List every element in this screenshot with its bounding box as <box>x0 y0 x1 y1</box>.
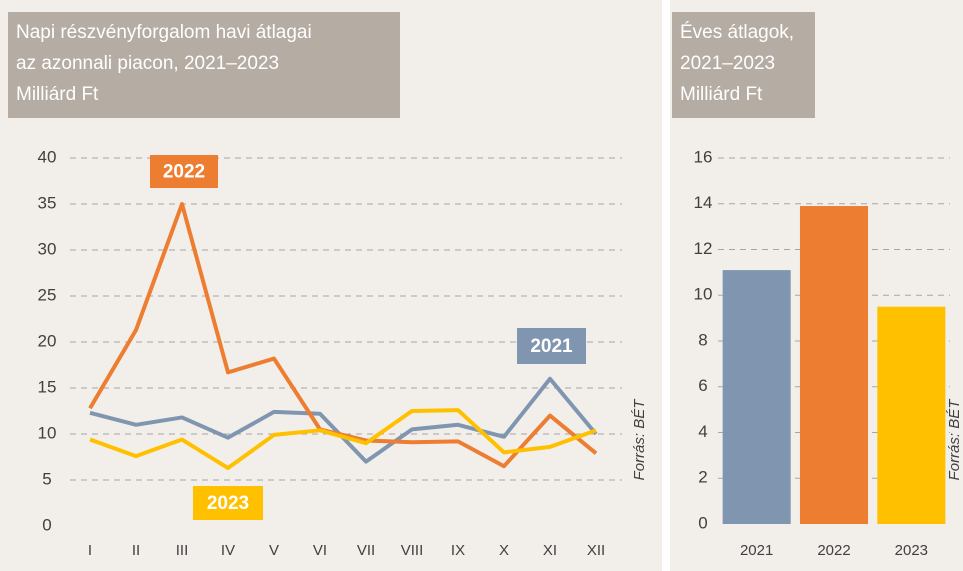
y-tick-label: 10 <box>694 285 713 304</box>
series-line <box>89 408 597 471</box>
bar <box>877 306 946 524</box>
y-tick-label: 10 <box>38 423 57 442</box>
chart-title: Napi részvényforgalom havi átlagai <box>16 22 312 43</box>
title-box <box>8 12 400 118</box>
legend-box <box>517 328 586 364</box>
y-tick-label: 12 <box>694 239 713 258</box>
y-tick-label: 5 <box>42 469 51 488</box>
x-tick-label: XII <box>587 542 605 559</box>
y-tick-label: 0 <box>698 513 707 532</box>
x-tick-label: I <box>88 542 92 559</box>
bar <box>799 206 869 524</box>
title-box <box>672 12 815 118</box>
x-tick-label: 2022 <box>817 542 850 559</box>
y-tick-label: 0 <box>42 515 51 534</box>
x-tick-label: 2021 <box>740 542 773 559</box>
legend-box <box>150 155 218 188</box>
y-tick-label: 15 <box>38 377 57 396</box>
y-tick-label: 4 <box>698 422 707 441</box>
chart-title: Milliárd Ft <box>16 84 99 105</box>
chart-title: Éves átlagok, <box>680 22 794 43</box>
x-tick-label: X <box>499 542 509 559</box>
y-tick-label: 8 <box>698 330 707 349</box>
y-tick-label: 20 <box>38 331 57 350</box>
source-note: Forrás: BÉT <box>946 398 963 481</box>
x-tick-label: III <box>176 542 189 559</box>
chart-title: Milliárd Ft <box>680 84 763 105</box>
x-tick-label: IX <box>451 542 465 559</box>
x-tick-label: VII <box>357 542 375 559</box>
y-tick-label: 16 <box>694 147 713 166</box>
y-tick-label: 2 <box>698 468 707 487</box>
y-tick-label: 14 <box>694 193 713 212</box>
y-tick-label: 6 <box>698 376 707 395</box>
x-tick-label: VI <box>313 542 327 559</box>
y-tick-label: 35 <box>38 193 57 212</box>
source-note: Forrás: BÉT <box>631 398 648 481</box>
legend-label: 2021 <box>530 336 573 357</box>
chart-title: 2021–2023 <box>680 53 775 74</box>
legend-label: 2022 <box>163 162 205 183</box>
y-tick-label: 30 <box>38 239 57 258</box>
y-tick-label: 25 <box>38 285 57 304</box>
x-tick-label: XI <box>543 542 557 559</box>
legend-box <box>193 486 263 520</box>
x-tick-label: IV <box>221 542 235 559</box>
x-tick-label: II <box>132 542 140 559</box>
x-tick-label: 2023 <box>895 542 928 559</box>
x-tick-label: VIII <box>401 542 424 559</box>
bar <box>722 270 791 524</box>
y-tick-label: 40 <box>38 147 57 166</box>
chart-title: az azonnali piacon, 2021–2023 <box>16 53 279 74</box>
legend-label: 2023 <box>207 493 249 514</box>
x-tick-label: V <box>269 542 279 559</box>
